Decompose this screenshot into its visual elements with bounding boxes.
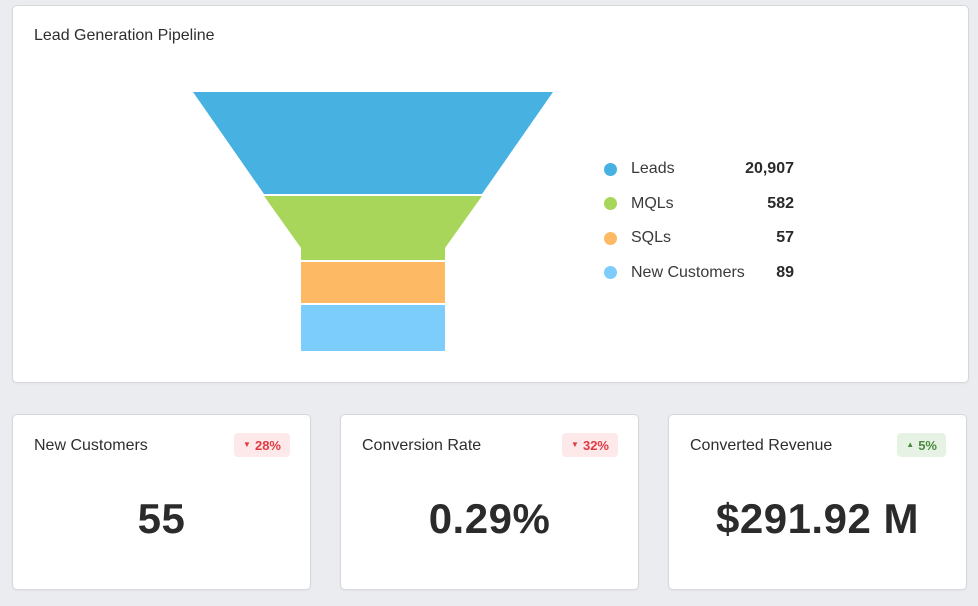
lead-generation-card: Lead Generation Pipeline Leads 20,907 MQLs… bbox=[12, 5, 969, 383]
trend-badge-value: 32% bbox=[582, 437, 609, 453]
legend-item-mqls[interactable]: MQLs 582 bbox=[604, 187, 794, 222]
kpi-value: $291.92 M bbox=[716, 495, 919, 542]
legend-label: SQLs bbox=[631, 229, 672, 247]
kpi-title: New Customers bbox=[34, 437, 148, 454]
legend-value: 89 bbox=[776, 263, 794, 281]
trend-badge: ▲ 5% bbox=[897, 433, 946, 457]
legend-dot-icon bbox=[604, 162, 617, 176]
legend-label: New Customers bbox=[631, 263, 745, 281]
trend-badge: ▼ 32% bbox=[562, 433, 618, 457]
legend-dot-icon bbox=[604, 231, 617, 245]
triangle-up-icon: ▲ bbox=[906, 440, 915, 449]
funnel-segment-new-customers[interactable] bbox=[301, 305, 445, 351]
trend-badge-value: 28% bbox=[254, 437, 281, 453]
funnel-segment-leads[interactable] bbox=[193, 92, 553, 194]
legend-value: 582 bbox=[767, 194, 794, 212]
triangle-down-icon: ▼ bbox=[243, 440, 251, 449]
funnel-chart bbox=[193, 92, 553, 351]
card-title: Lead Generation Pipeline bbox=[34, 27, 215, 44]
trend-badge: ▼ 28% bbox=[234, 433, 290, 457]
funnel-segment-mqls[interactable] bbox=[264, 196, 482, 260]
kpi-card-new-customers: New Customers ▼ 28% 55 bbox=[12, 414, 311, 590]
triangle-down-icon: ▼ bbox=[571, 440, 579, 449]
legend-item-new-customers[interactable]: New Customers 89 bbox=[604, 256, 794, 291]
legend-value: 57 bbox=[776, 229, 794, 247]
kpi-value: 55 bbox=[137, 495, 186, 542]
kpi-title: Converted Revenue bbox=[690, 437, 833, 454]
trend-badge-value: 5% bbox=[918, 437, 937, 453]
kpi-card-conversion-rate: Conversion Rate ▼ 32% 0.29% bbox=[340, 414, 639, 590]
funnel-segment-sqls[interactable] bbox=[301, 262, 445, 303]
legend-label: MQLs bbox=[631, 194, 674, 212]
legend-dot-icon bbox=[604, 197, 617, 211]
legend-dot-icon bbox=[604, 266, 617, 280]
kpi-title: Conversion Rate bbox=[362, 437, 482, 454]
funnel-legend: Leads 20,907 MQLs 582 SQLs 57 New Customers 89 bbox=[604, 152, 794, 290]
kpi-card-converted-revenue: Converted Revenue ▲ 5% $291.92 M bbox=[668, 414, 967, 590]
legend-label: Leads bbox=[631, 160, 675, 178]
kpi-value: 0.29% bbox=[428, 495, 551, 542]
legend-value: 20,907 bbox=[745, 160, 794, 178]
legend-item-leads[interactable]: Leads 20,907 bbox=[604, 152, 794, 187]
legend-item-sqls[interactable]: SQLs 57 bbox=[604, 221, 794, 256]
